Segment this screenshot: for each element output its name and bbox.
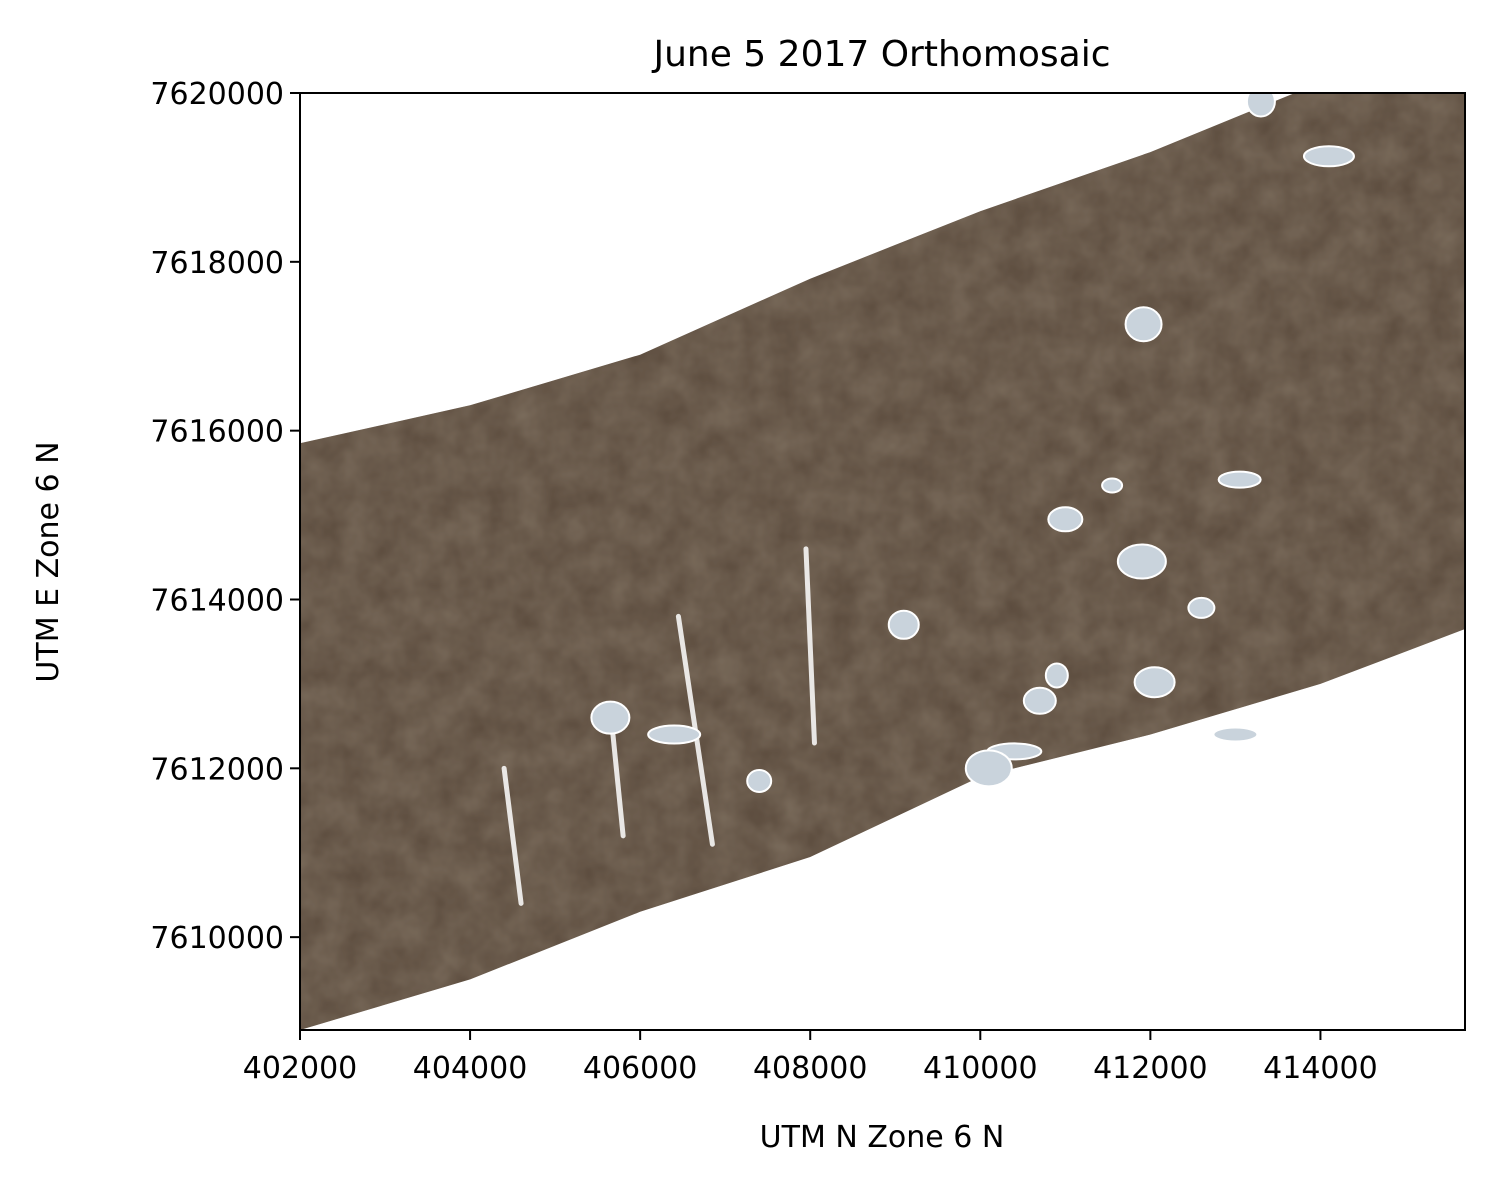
y-tick-label: 7616000 xyxy=(150,415,284,450)
y-tick-label: 7620000 xyxy=(150,77,284,112)
x-tick-label: 402000 xyxy=(243,1051,358,1086)
snow-patch xyxy=(1217,470,1262,489)
snow-patch xyxy=(964,749,1013,788)
snow-patch xyxy=(1047,506,1084,533)
plot-area xyxy=(300,93,1465,1030)
snow-patch xyxy=(1133,666,1176,699)
snow-streak xyxy=(803,546,817,746)
y-tick-label: 7612000 xyxy=(150,752,284,787)
snow-patch xyxy=(1101,477,1124,494)
snow-patch xyxy=(1212,726,1259,743)
orthomosaic-texture xyxy=(300,93,1465,1030)
snow-patch xyxy=(647,724,702,745)
snow-patch xyxy=(1302,145,1355,168)
snow-patch xyxy=(746,768,773,793)
x-tick-label: 406000 xyxy=(583,1051,698,1086)
y-tick-label: 7614000 xyxy=(150,583,284,618)
y-tick-label: 7618000 xyxy=(150,246,284,281)
x-tick-label: 412000 xyxy=(1093,1051,1208,1086)
snow-patch xyxy=(1044,662,1069,689)
x-tick-label: 404000 xyxy=(413,1051,528,1086)
snow-patch xyxy=(887,609,920,640)
snow-patch xyxy=(1116,543,1167,580)
snow-patch xyxy=(1124,306,1163,343)
x-tick-label: 410000 xyxy=(923,1051,1038,1086)
snow-patch xyxy=(590,700,631,735)
y-tick-label: 7610000 xyxy=(150,921,284,956)
snow-streak xyxy=(501,765,524,906)
chart-title: June 5 2017 Orthomosaic xyxy=(651,34,1110,75)
snow-patch xyxy=(1245,93,1276,118)
x-axis-ticks: 402000 404000 406000 408000 410000 412000 4140… xyxy=(243,1030,1378,1086)
x-tick-label: 408000 xyxy=(753,1051,868,1086)
snow-patches xyxy=(590,93,1355,793)
x-axis-label: UTM N Zone 6 N xyxy=(760,1120,1005,1155)
y-axis-label: UTM E Zone 6 N xyxy=(31,441,66,682)
plot-frame xyxy=(299,92,1466,1031)
x-tick-label: 414000 xyxy=(1263,1051,1378,1086)
snow-patch xyxy=(1187,596,1216,619)
y-axis-ticks: 7610000 7612000 7614000 7616000 7618000 76200… xyxy=(150,77,300,956)
snow-patch xyxy=(1022,686,1057,715)
